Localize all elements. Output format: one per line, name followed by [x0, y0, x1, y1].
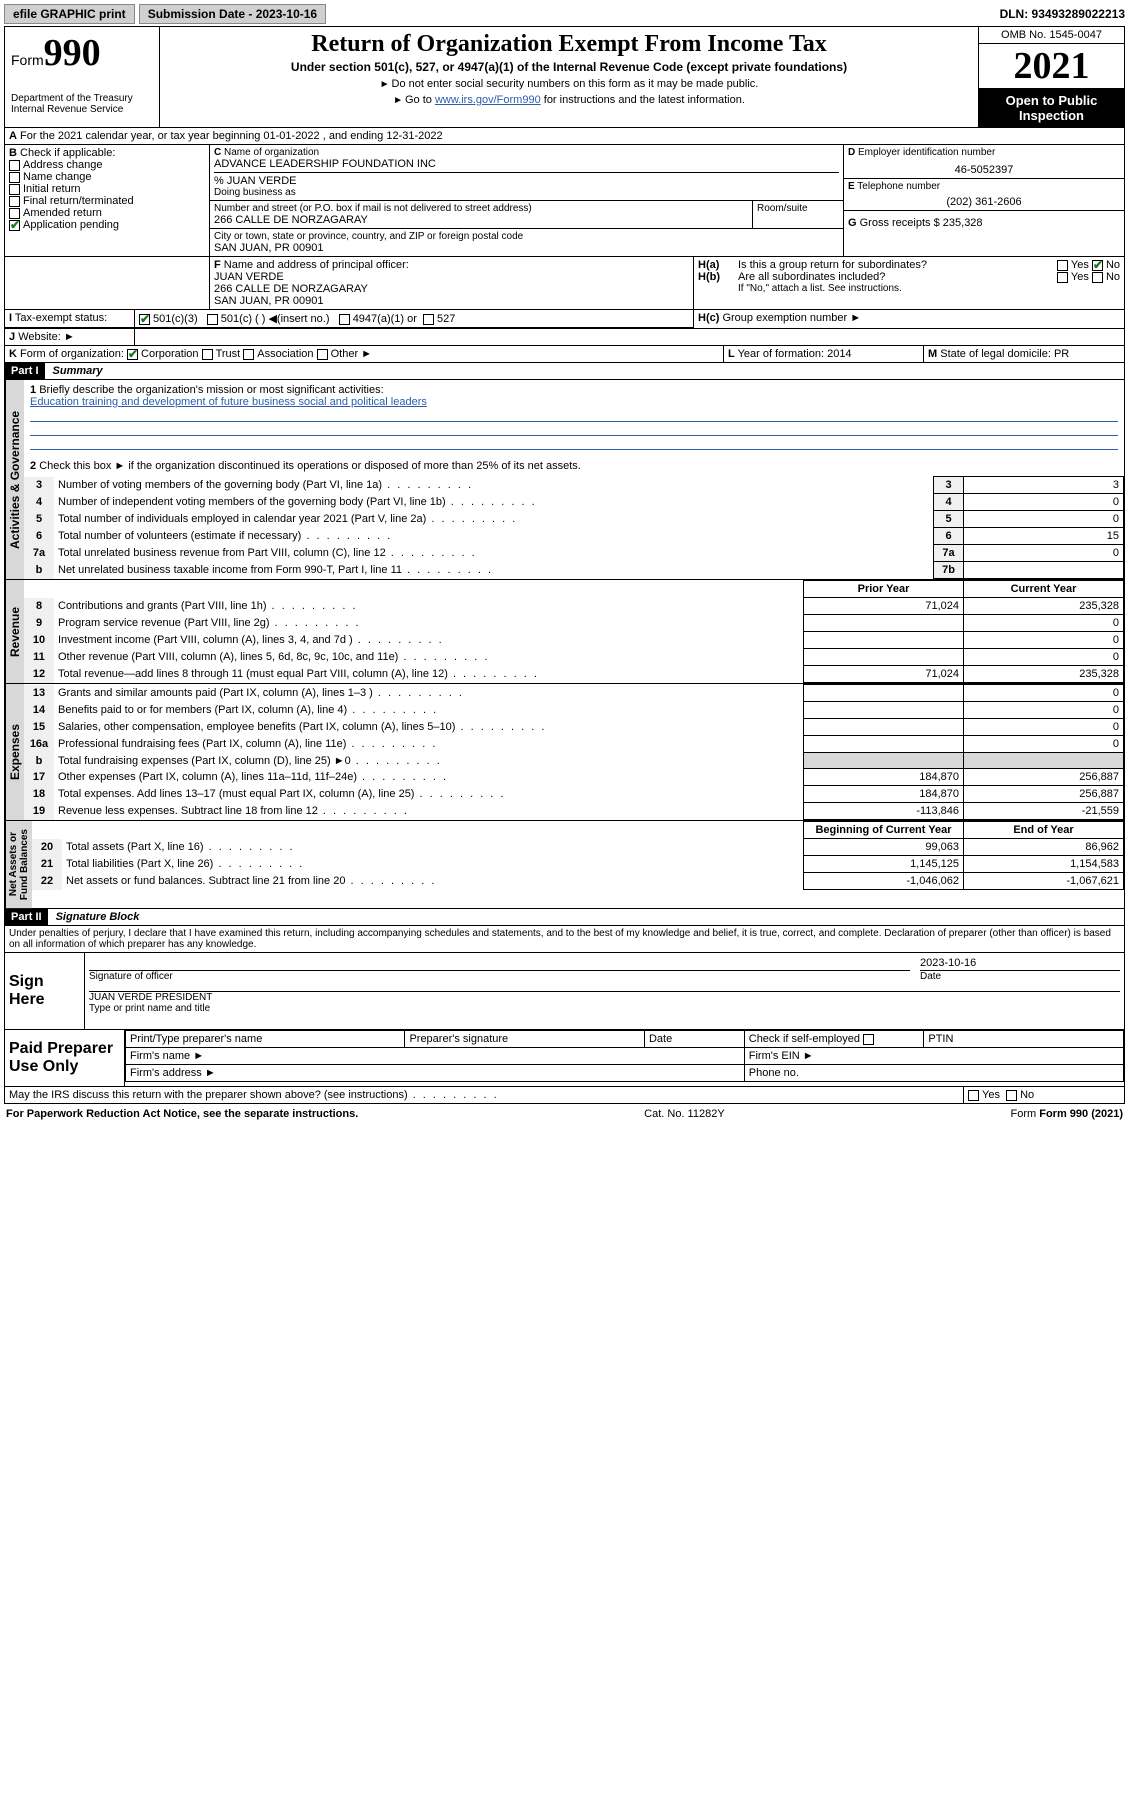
discuss-row: May the IRS discuss this return with the… [4, 1087, 1125, 1104]
irs-label: Internal Revenue Service [11, 104, 153, 115]
expenses-table: 13Grants and similar amounts paid (Part … [24, 684, 1124, 820]
city-state-zip: SAN JUAN, PR 00901 [214, 242, 839, 254]
form-subtitle: Under section 501(c), 527, or 4947(a)(1)… [166, 60, 972, 74]
form-number: Form990 [11, 31, 153, 75]
submission-date: Submission Date - 2023-10-16 [139, 4, 326, 24]
f-h-block: F Name and address of principal officer:… [4, 257, 1125, 310]
section-b: B Check if applicable: Address change Na… [5, 145, 210, 256]
tab-activities: Activities & Governance [5, 380, 24, 579]
revenue-table: Prior YearCurrent Year 8Contributions an… [24, 580, 1124, 683]
footer: For Paperwork Reduction Act Notice, see … [4, 1104, 1125, 1124]
instr-link-row: Go to www.irs.gov/Form990 for instructio… [166, 94, 972, 106]
net-assets-table: Beginning of Current YearEnd of Year 20T… [32, 821, 1124, 890]
sig-date: 2023-10-16 [920, 957, 1120, 969]
line-a: A For the 2021 calendar year, or tax yea… [4, 128, 1125, 145]
form-title: Return of Organization Exempt From Incom… [166, 31, 972, 58]
part-i-header: Part I Summary [4, 363, 1125, 380]
open-inspection: Open to Public Inspection [979, 89, 1124, 127]
tax-year: 2021 [979, 44, 1124, 89]
ha-no-checkbox[interactable] [1092, 260, 1103, 271]
part-ii-header: Part II Signature Block [4, 909, 1125, 926]
irs-link[interactable]: www.irs.gov/Form990 [435, 94, 541, 106]
topbar: efile GRAPHIC print Submission Date - 20… [4, 4, 1125, 24]
501c3-checkbox[interactable] [139, 314, 150, 325]
section-c: C Name of organization ADVANCE LEADERSHI… [210, 145, 844, 256]
tab-expenses: Expenses [5, 684, 24, 820]
tab-net-assets: Net Assets orFund Balances [5, 821, 32, 908]
efile-button[interactable]: efile GRAPHIC print [4, 4, 135, 24]
form-header: Form990 Department of the Treasury Inter… [4, 26, 1125, 128]
street-address: 266 CALLE DE NORZAGARAY [214, 214, 748, 226]
entity-block: B Check if applicable: Address change Na… [4, 145, 1125, 257]
dept-treasury: Department of the Treasury [11, 93, 153, 104]
phone: (202) 361-2606 [848, 196, 1120, 208]
omb-number: OMB No. 1545-0047 [979, 27, 1124, 44]
care-of: % JUAN VERDE [214, 172, 839, 187]
k-l-m-block: K Form of organization: Corporation Trus… [4, 346, 1125, 363]
instr-ssn: Do not enter social security numbers on … [166, 78, 972, 90]
i-j-block: I Tax-exempt status: 501(c)(3) 501(c) ( … [4, 310, 1125, 329]
paid-preparer-block: Paid Preparer Use Only Print/Type prepar… [4, 1030, 1125, 1087]
gross-receipts: 235,328 [943, 217, 983, 229]
officer-name: JUAN VERDE [214, 271, 689, 283]
governance-table: 3Number of voting members of the governi… [24, 476, 1124, 579]
corp-checkbox[interactable] [127, 349, 138, 360]
dln: DLN: 93493289022213 [1000, 7, 1125, 21]
ein: 46-5052397 [848, 164, 1120, 176]
org-name: ADVANCE LEADERSHIP FOUNDATION INC [214, 158, 839, 170]
officer-name-title: JUAN VERDE PRESIDENT [89, 992, 1120, 1003]
section-d-e-g: D Employer identification number 46-5052… [844, 145, 1124, 256]
sign-here-block: Sign Here Signature of officer 2023-10-1… [4, 953, 1125, 1030]
mission-text[interactable]: Education training and development of fu… [30, 396, 427, 408]
app-pending-checkbox[interactable] [9, 220, 20, 231]
jurat: Under penalties of perjury, I declare th… [4, 926, 1125, 953]
tab-revenue: Revenue [5, 580, 24, 683]
